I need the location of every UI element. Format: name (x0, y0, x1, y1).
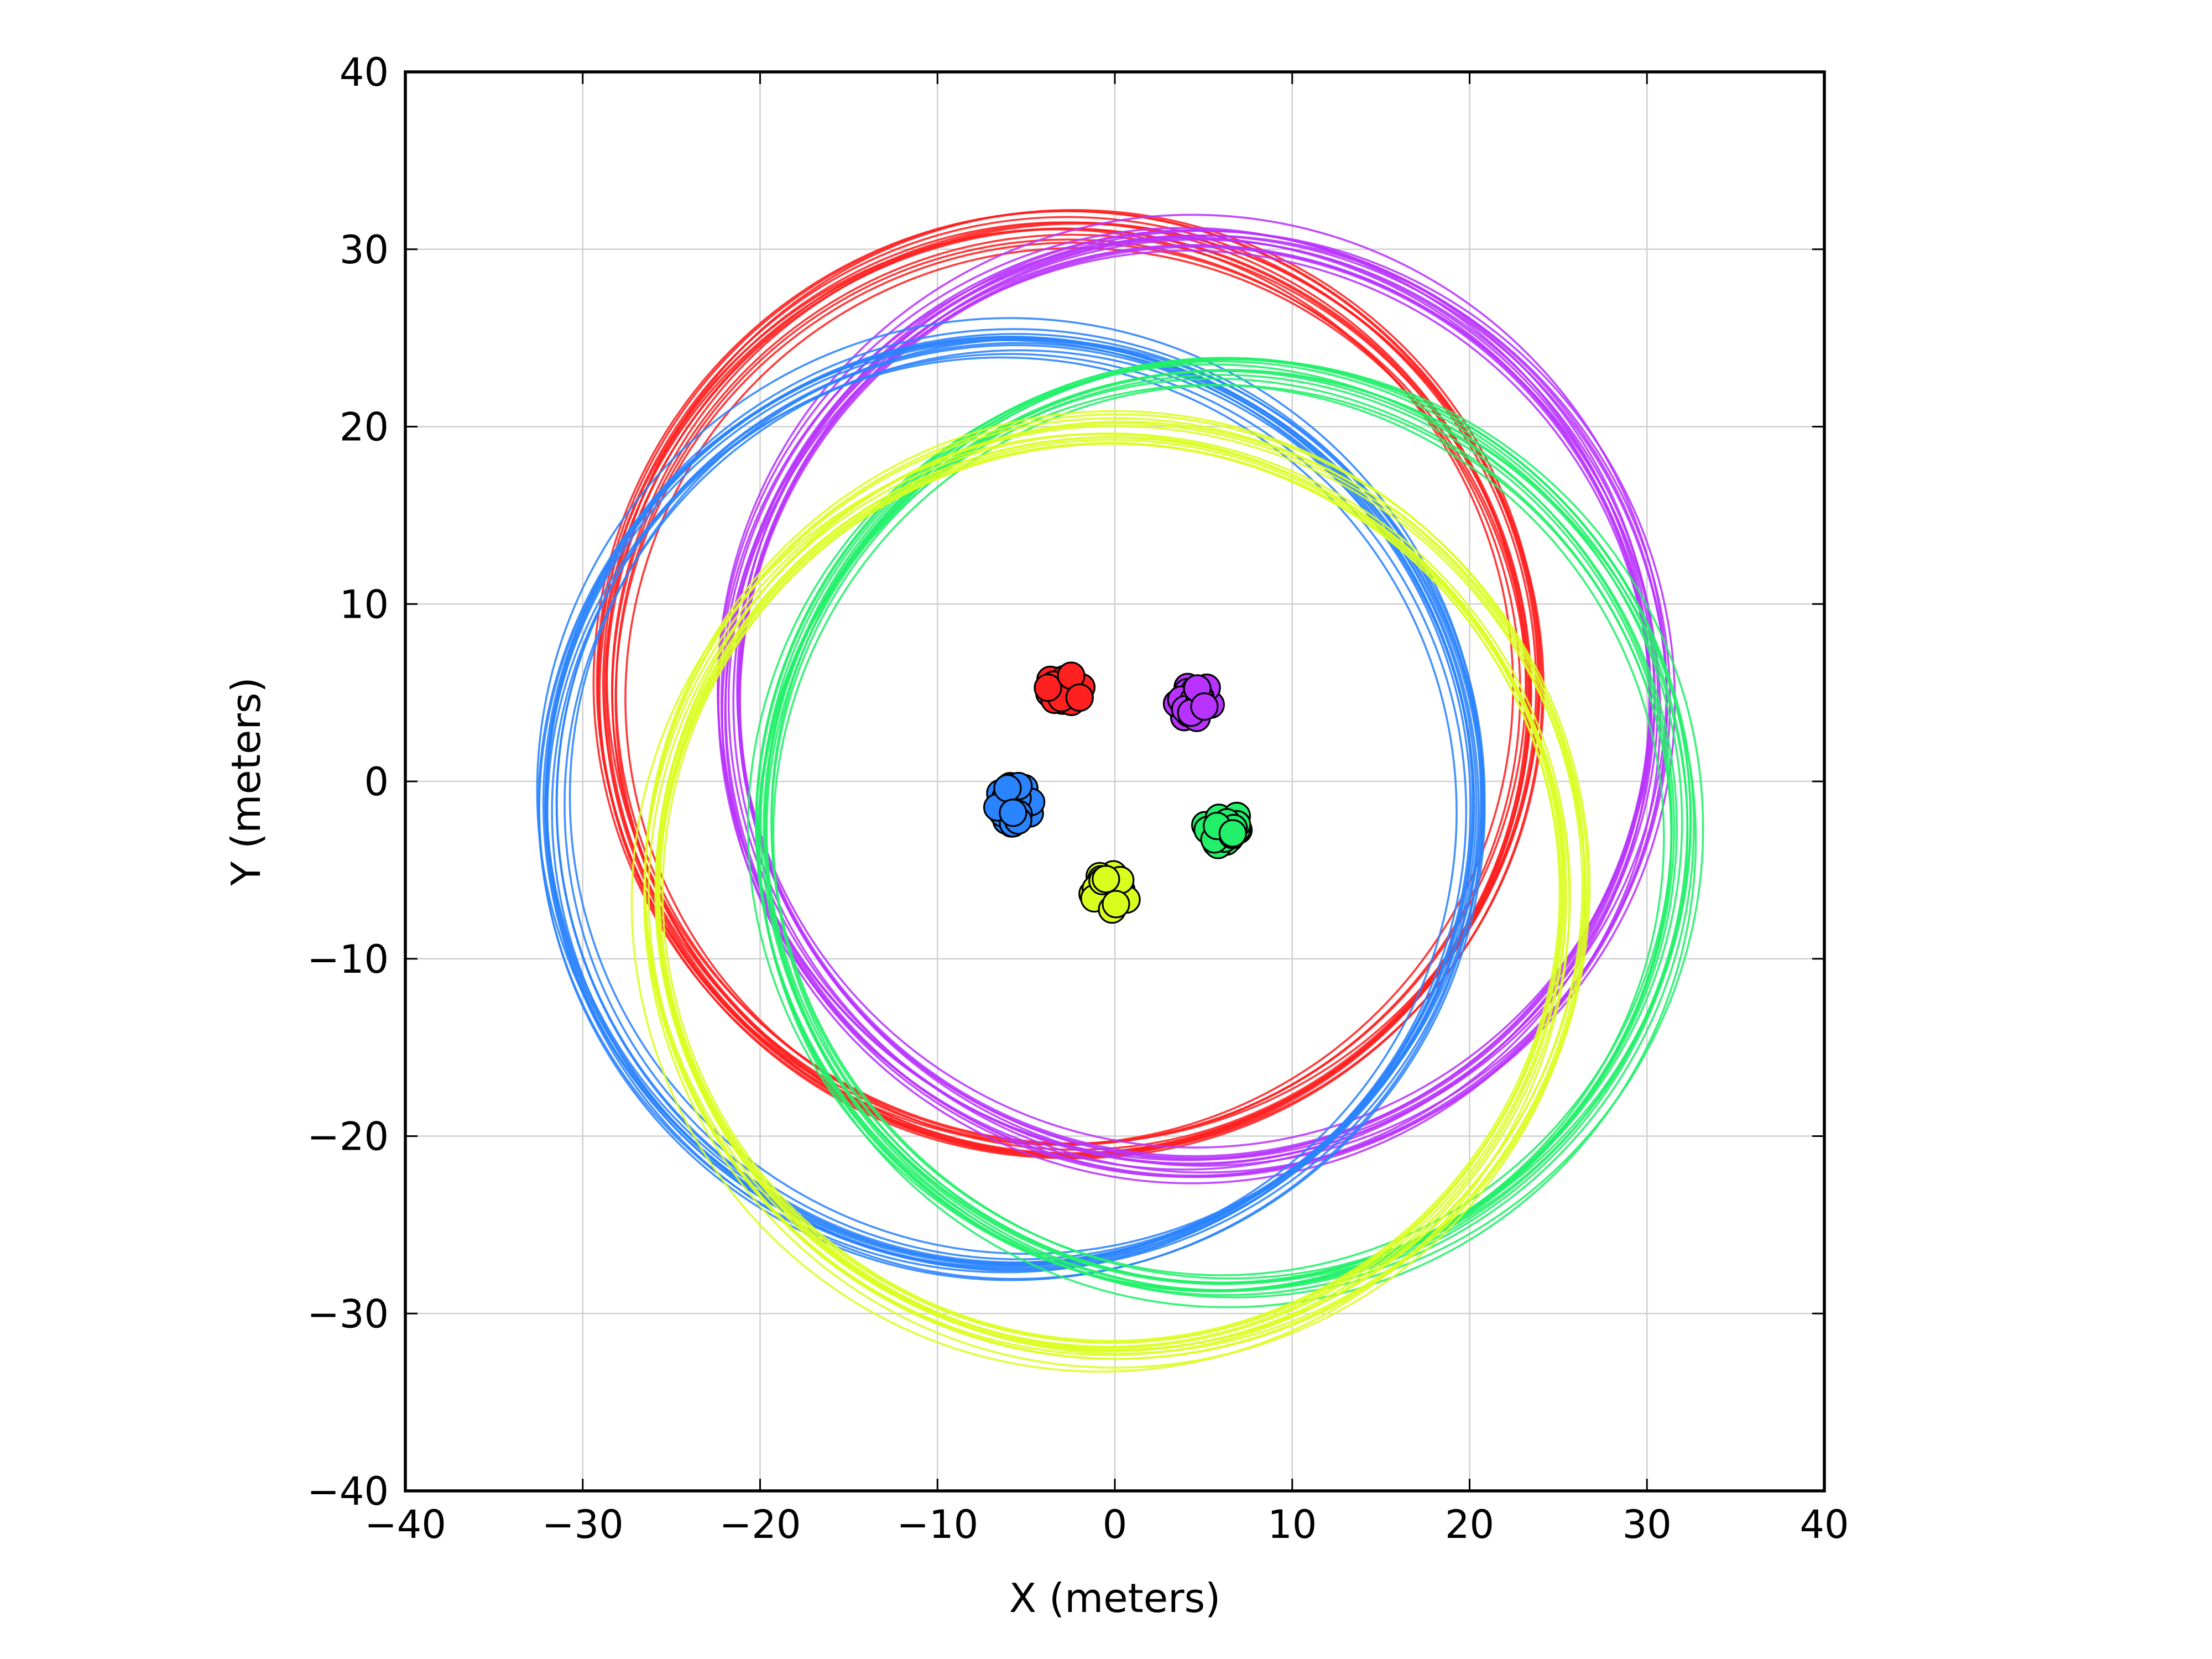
y-tick-label: −10 (307, 937, 389, 982)
y-tick-label: 30 (340, 227, 389, 273)
series-3-ring (538, 336, 1483, 1281)
series-5-ring (655, 420, 1589, 1355)
series-3-point (993, 774, 1022, 803)
ring-layer (536, 208, 1704, 1373)
series-1-point (1034, 674, 1062, 702)
x-tick-label: −10 (896, 1502, 978, 1547)
x-tick-label: 10 (1267, 1502, 1317, 1547)
series-3-ring (556, 344, 1475, 1264)
x-tick-label: −40 (364, 1502, 446, 1547)
x-tick-label: −30 (542, 1502, 624, 1547)
x-tick-label: 30 (1623, 1502, 1672, 1547)
series-4-point (1218, 819, 1247, 848)
series-4-ring (772, 384, 1673, 1285)
series-3-point (999, 799, 1027, 827)
y-tick-label: 0 (364, 759, 389, 805)
series-5-ring (644, 410, 1586, 1352)
y-axis-label: Y (meters) (223, 677, 269, 886)
y-tick-label: 40 (340, 50, 389, 95)
series-4-ring (765, 369, 1689, 1292)
series-5-point (1092, 865, 1120, 894)
x-axis-label: X (meters) (1009, 1575, 1220, 1621)
series-3-ring (546, 333, 1485, 1272)
y-tick-label: −40 (307, 1469, 389, 1514)
series-2-ring (717, 236, 1652, 1171)
y-tick-label: 10 (340, 582, 389, 627)
series-5-ring (648, 432, 1571, 1356)
y-tick-label: 20 (340, 405, 389, 450)
tick-marks (404, 71, 1825, 1492)
x-tick-label: 0 (1103, 1502, 1128, 1547)
y-tick-label: −30 (307, 1291, 389, 1337)
series-5-point (1102, 890, 1130, 919)
series-2-ring (739, 246, 1651, 1157)
series-3-ring (551, 353, 1468, 1269)
x-tick-label: −20 (719, 1502, 801, 1547)
x-tick-labels: −40 −30 −20 −10 0 10 20 30 40 (364, 1502, 1849, 1547)
y-tick-labels: −40 −30 −20 −10 0 10 20 30 40 (307, 50, 389, 1514)
series-2-point (1190, 692, 1219, 721)
series-1-point (1065, 683, 1094, 712)
point-layer (983, 661, 1253, 924)
x-tick-label: 20 (1445, 1502, 1494, 1547)
y-tick-label: −20 (307, 1114, 389, 1160)
x-tick-label: 40 (1799, 1502, 1849, 1547)
series-5-ring (659, 439, 1564, 1344)
